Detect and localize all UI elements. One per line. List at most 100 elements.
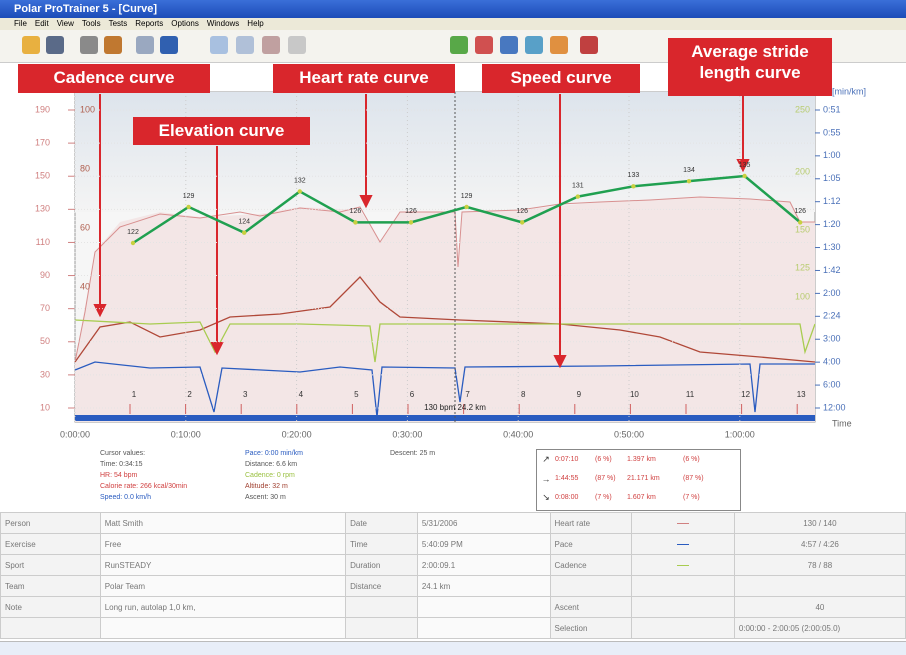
table-cell: 130 / 140 [733, 512, 906, 534]
tool-icon[interactable] [104, 36, 122, 54]
table-row: Note Long run, autolap 1,0 km, Ascent 40 [0, 596, 906, 618]
tool-icon[interactable] [450, 36, 468, 54]
zone-cell: 21.171 km [627, 475, 660, 482]
table-row: Selection 0:00:00 - 2:00:05 (2:00:05.0) [0, 617, 906, 639]
x-tick-label: 0:30:00 [392, 429, 422, 439]
stride-point [242, 230, 247, 235]
cursor-value: Altitude: 32 m [245, 483, 288, 490]
tool-icon[interactable] [580, 36, 598, 54]
stride-point [408, 220, 414, 225]
table-cell: Cadence [549, 554, 632, 576]
table-cell: Ascent [549, 596, 632, 618]
menu-item[interactable]: Tools [81, 19, 101, 28]
lap-label: 7 [465, 390, 470, 399]
cadence-tick-label: 125 [795, 262, 810, 272]
y-tick-label: 190 [35, 104, 50, 114]
table-cell: 0:00:00 - 2:00:05 (2:00:05.0) [733, 617, 906, 639]
table-cell [733, 575, 906, 597]
cursor-value: Pace: 0:00 min/km [245, 450, 303, 457]
pace-tick-label: 0:55 [823, 127, 841, 137]
cursor-value: Descent: 25 m [390, 450, 436, 457]
cadence-tick-label: 250 [795, 104, 810, 114]
lap-label: 9 [577, 390, 582, 399]
menu-item[interactable]: View [56, 19, 74, 28]
tool-icon[interactable] [210, 36, 228, 54]
tool-icon[interactable] [500, 36, 518, 54]
table-cell: Duration [345, 554, 418, 576]
tool-icon[interactable] [80, 36, 98, 54]
table-cell [99, 617, 347, 639]
lap-label: 11 [686, 390, 695, 399]
zone-cell: 1.397 km [627, 456, 656, 463]
tool-icon[interactable] [475, 36, 493, 54]
zone-cell: 1:44:55 [555, 475, 579, 482]
y-tick-label: 50 [40, 336, 50, 346]
callout-arrows [93, 94, 750, 369]
y-tick-label: 110 [36, 237, 50, 247]
cadence-tick-label: 150 [795, 224, 810, 234]
title-bar: Polar ProTrainer 5 - [Curve] [0, 0, 906, 18]
table-cell: Team [0, 575, 101, 597]
stride-point [686, 178, 692, 184]
menu-item[interactable]: File [14, 19, 27, 28]
table-cell: Long run, autolap 1,0 km, [99, 596, 347, 618]
zone-row: ↗ 0:07:10 (6 %) 1.397 km (6 %) [537, 450, 740, 469]
y-tick-label: 150 [35, 171, 50, 181]
stride-label: 126 [516, 208, 528, 215]
stride-point [575, 194, 580, 199]
table-cell: 24.1 km [416, 575, 551, 597]
lap-label: 4 [299, 390, 304, 399]
zone-row: ↘ 0:08:00 (7 %) 1.607 km (7 %) [537, 488, 740, 507]
cursor-value: Cursor values: [100, 450, 146, 457]
tool-icon[interactable] [550, 36, 568, 54]
tool-icon[interactable] [136, 36, 154, 54]
stride-point [297, 189, 302, 194]
tool-icon[interactable] [160, 36, 178, 54]
zone-cell: 0:07:10 [555, 456, 579, 463]
cadence-tick-label: 100 [795, 291, 810, 301]
tool-icon[interactable] [262, 36, 280, 54]
zone-cell: (87 %) [595, 475, 616, 482]
callout: Elevation curve [133, 117, 310, 145]
tool-icon[interactable] [236, 36, 254, 54]
exercise-info-table: Person Matt Smith Date 5/31/2006 Heart rate 1… [0, 512, 906, 639]
tool-icon[interactable] [22, 36, 40, 54]
table-cell: Note [0, 596, 101, 618]
cursor-values: Cursor values: Time: 0:34:15 HR: 54 bpm Cal… [100, 448, 535, 503]
table-cell: Exercise [0, 533, 101, 555]
stride-point [186, 204, 191, 210]
pace-tick-label: 1:00 [823, 150, 841, 160]
menu-item[interactable]: Options [171, 19, 199, 28]
table-cell: RunSTEADY [99, 554, 347, 576]
y-tick-label: 170 [35, 137, 50, 147]
elevation-tick-label: 40 [80, 281, 90, 291]
scrollbar[interactable] [0, 641, 906, 655]
callout: Heart rate curve [273, 64, 455, 93]
menu-item[interactable]: Windows [206, 19, 240, 28]
menu-item[interactable]: Help [247, 19, 264, 28]
stride-label: 129 [461, 193, 473, 200]
pace-tick-label: 1:20 [823, 219, 841, 229]
table-cell: 78 / 88 [733, 554, 906, 576]
stride-label: 126 [350, 208, 362, 215]
menu-item[interactable]: Tests [108, 19, 128, 28]
stride-label: 132 [294, 177, 306, 184]
tool-icon[interactable] [288, 36, 306, 54]
tool-icon[interactable] [46, 36, 64, 54]
table-cell: 2:00:09.1 [416, 554, 551, 576]
table-row: Person Matt Smith Date 5/31/2006 Heart rate 1… [0, 512, 906, 534]
lap-label: 12 [741, 390, 750, 399]
stride-label: 134 [683, 167, 695, 174]
menu-item[interactable]: Edit [34, 19, 49, 28]
stride-point [464, 204, 469, 210]
cursor-value: Distance: 6.6 km [245, 461, 298, 468]
table-cell [416, 617, 551, 639]
y-tick-label: 130 [35, 204, 50, 214]
pace-tick-label: 1:30 [823, 242, 841, 252]
zone-summary: ↗ 0:07:10 (6 %) 1.397 km (6 %) → 1:44:55 (87 %)… [536, 449, 741, 511]
table-cell: Sport [0, 554, 101, 576]
table-cell: 4:57 / 4:26 [733, 533, 906, 555]
elevation-tick-label: 100 [80, 104, 95, 114]
menu-item[interactable]: Reports [135, 19, 164, 28]
tool-icon[interactable] [525, 36, 543, 54]
